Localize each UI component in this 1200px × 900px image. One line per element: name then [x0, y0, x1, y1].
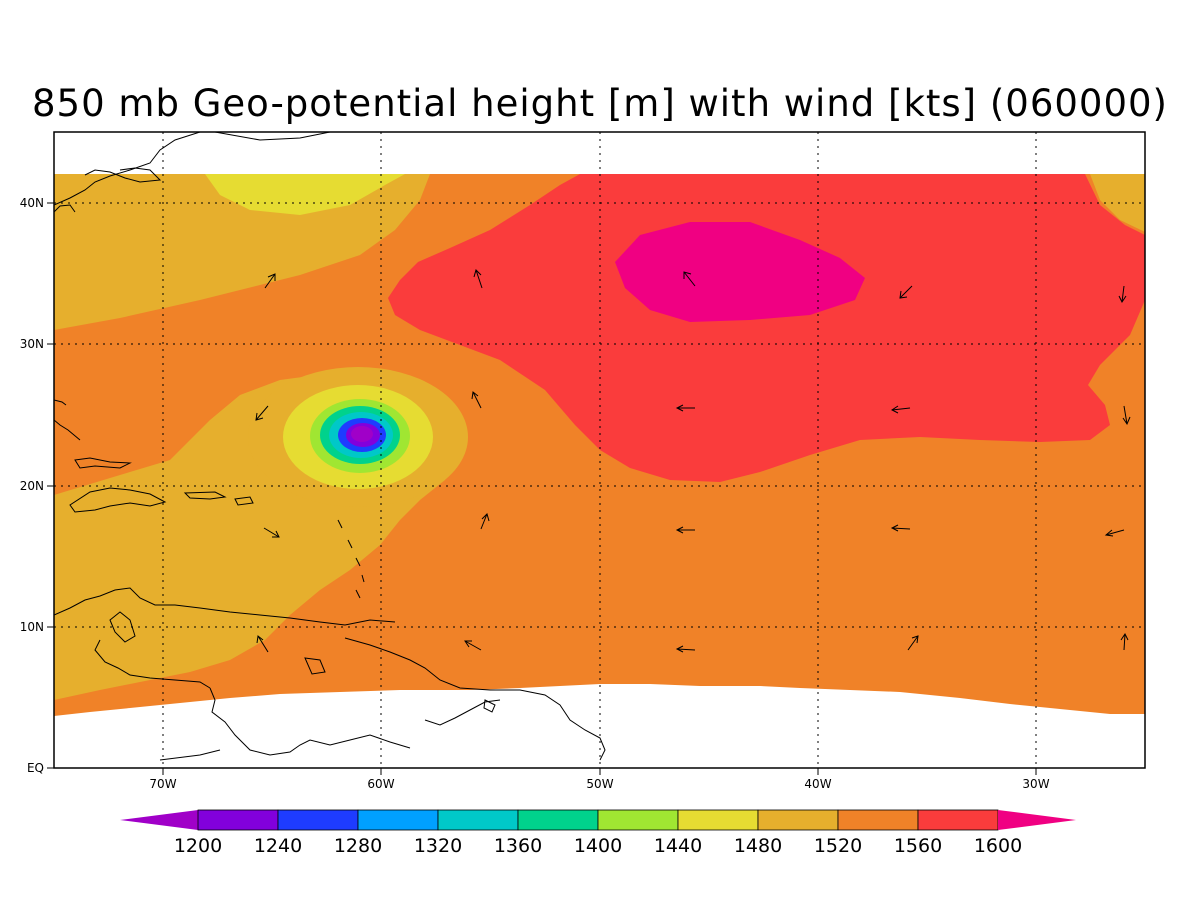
colorbar-labels: 1200 1240 1280 1320 1360 1400 1440 1480 1520 1560… — [174, 835, 1022, 857]
wind-arrow — [1118, 285, 1127, 303]
wind-arrow — [675, 404, 695, 412]
coastlines — [54, 132, 606, 761]
colorbar-box — [437, 809, 519, 831]
wind-arrow — [1120, 633, 1129, 651]
colorbar-level-label: 1480 — [734, 835, 782, 857]
wind-arrow — [675, 645, 696, 653]
colorbar-level-label: 1280 — [334, 835, 382, 857]
wind-arrow — [899, 285, 913, 299]
wind-arrow — [1104, 529, 1125, 537]
colorbar-box — [597, 809, 679, 831]
colorbar-box — [357, 809, 439, 831]
lat-tick-label: EQ — [27, 761, 44, 775]
axis-ticks — [47, 202, 1037, 775]
lon-tick-label: 60W — [367, 777, 394, 791]
wind-arrow — [480, 513, 490, 530]
wind-arrow — [471, 391, 482, 409]
wind-arrow — [263, 527, 280, 538]
colorbar-level-label: 1400 — [574, 835, 622, 857]
colorbar-level-label: 1360 — [494, 835, 542, 857]
wind-arrow — [256, 635, 269, 653]
wind-arrow — [907, 635, 919, 651]
wind-arrow — [891, 405, 911, 414]
lat-tick-label: 20N — [20, 479, 44, 493]
lon-tick-label: 50W — [586, 777, 613, 791]
field-1520-band-east — [1090, 174, 1145, 232]
wind-arrow — [683, 271, 696, 287]
wind-arrow — [255, 405, 269, 421]
low-center — [248, 367, 468, 507]
wind-vectors — [255, 269, 1131, 653]
colorbar-level-label: 1200 — [174, 835, 222, 857]
colorbar-over-triangle — [998, 810, 1076, 830]
wind-arrow — [264, 273, 276, 289]
field-1640-core — [615, 222, 865, 322]
height-field — [54, 174, 1145, 716]
wind-arrow — [890, 524, 911, 532]
lat-tick-label: 30N — [20, 337, 44, 351]
colorbar-level-label: 1320 — [414, 835, 462, 857]
colorbar-box — [677, 809, 759, 831]
colorbar-box — [277, 809, 359, 831]
field-1600-band — [388, 174, 1145, 482]
lon-tick-label: 70W — [149, 777, 176, 791]
wind-arrow — [464, 640, 482, 651]
chart-title: 850 mb Geo-potential height [m] with win… — [32, 82, 1168, 125]
colorbar-box — [837, 809, 919, 831]
colorbar-box — [757, 809, 839, 831]
field-1520-band-west — [54, 174, 430, 330]
wind-arrow — [675, 526, 695, 534]
colorbar-level-label: 1240 — [254, 835, 302, 857]
colorbar-boxes — [120, 809, 1076, 831]
colorbar-level-label: 1520 — [814, 835, 862, 857]
colorbar-level-label: 1600 — [974, 835, 1022, 857]
wind-arrow — [473, 269, 483, 289]
wind-arrow — [1122, 405, 1131, 426]
grid-lines — [54, 132, 1145, 768]
lat-tick-label: 10N — [20, 620, 44, 634]
colorbar-box — [197, 809, 279, 831]
lon-tick-label: 30W — [1022, 777, 1049, 791]
colorbar-box — [517, 809, 599, 831]
lat-tick-label: 40N — [20, 196, 44, 210]
lon-tick-label: 40W — [804, 777, 831, 791]
colorbar-level-label: 1440 — [654, 835, 702, 857]
field-1480-band-north — [205, 174, 405, 215]
colorbar-box — [917, 809, 999, 831]
colorbar-level-label: 1560 — [894, 835, 942, 857]
colorbar-under-triangle — [120, 810, 198, 830]
